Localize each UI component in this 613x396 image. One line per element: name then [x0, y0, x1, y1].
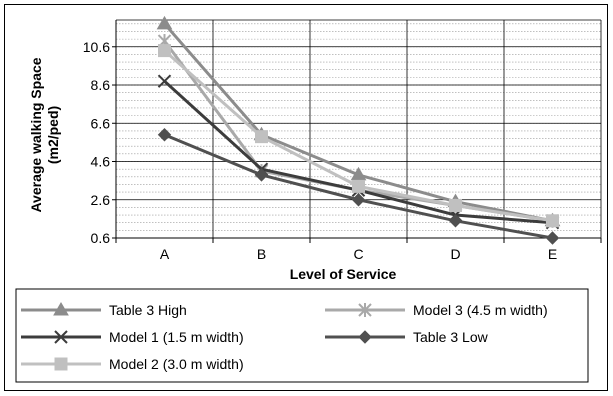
- legend-box: [15, 288, 589, 383]
- y-tick-label: 8.6: [91, 77, 111, 93]
- triangle-marker-icon: [156, 15, 173, 30]
- square-marker-icon: [158, 44, 171, 58]
- x-axis-title: Level of Service: [290, 266, 397, 282]
- diamond-marker-icon: [358, 330, 372, 344]
- y-tick-label: 10.6: [83, 39, 110, 55]
- diamond-marker-icon: [157, 128, 172, 142]
- triangle-marker-icon: [53, 302, 69, 316]
- legend-marker: [54, 357, 68, 371]
- legend-marker: [53, 302, 69, 316]
- legend-label: Model 3 (4.5 m width): [413, 302, 548, 318]
- square-marker-icon: [449, 198, 462, 212]
- legend: Table 3 High Model 3 (4.5 m width) Model 1…: [15, 288, 589, 383]
- legend-label: Model 1 (1.5 m width): [109, 329, 244, 345]
- data-point: [255, 130, 268, 144]
- x-tick-label: E: [548, 246, 557, 262]
- x-tick-label: B: [257, 246, 266, 262]
- square-marker-icon: [255, 130, 268, 144]
- square-marker-icon: [546, 214, 559, 228]
- x-tick-label: A: [160, 246, 170, 262]
- legend-marker: [358, 303, 372, 317]
- legend-entry: Table 3 High: [21, 302, 187, 318]
- data-point: [158, 44, 171, 58]
- square-marker-icon: [54, 357, 68, 371]
- data-point: [449, 198, 462, 212]
- legend-entry: Model 2 (3.0 m width): [21, 356, 244, 372]
- legend-label: Table 3 High: [109, 302, 187, 318]
- legend-entry: Table 3 Low: [325, 329, 489, 345]
- legend-marker: [54, 330, 68, 344]
- x-marker-icon: [54, 330, 68, 344]
- data-point: [157, 74, 172, 88]
- series-lines: [156, 15, 561, 245]
- x-tick-label: D: [450, 246, 460, 262]
- data-point: [545, 231, 560, 245]
- data-point: [157, 128, 172, 142]
- y-axis-title-line2: (m2/ped): [45, 106, 61, 164]
- y-tick-label: 6.6: [91, 115, 111, 131]
- legend-entry: Model 3 (4.5 m width): [325, 302, 548, 318]
- y-tick-label: 2.6: [91, 192, 111, 208]
- data-point: [448, 214, 463, 228]
- y-tick-label: 4.6: [91, 154, 111, 170]
- diamond-marker-icon: [254, 168, 269, 182]
- data-point: [352, 179, 365, 193]
- diamond-marker-icon: [448, 214, 463, 228]
- data-point: [351, 193, 366, 207]
- legend-label: Table 3 Low: [413, 329, 489, 345]
- legend-marker: [358, 330, 372, 344]
- x-marker-icon: [157, 74, 172, 88]
- x-tick-label: C: [353, 246, 363, 262]
- diamond-marker-icon: [351, 193, 366, 207]
- data-point: [254, 168, 269, 182]
- legend-entry: Model 1 (1.5 m width): [21, 329, 244, 345]
- data-point: [546, 214, 559, 228]
- axes: 0.6 2.6 4.6 6.6 8.6 10.6 A B C D E: [83, 20, 602, 262]
- diamond-marker-icon: [545, 231, 560, 245]
- data-point: [156, 15, 173, 30]
- y-axis-title-line1: Average walking Space: [28, 57, 44, 212]
- square-marker-icon: [352, 179, 365, 193]
- legend-label: Model 2 (3.0 m width): [109, 356, 244, 372]
- y-tick-label: 0.6: [91, 230, 111, 246]
